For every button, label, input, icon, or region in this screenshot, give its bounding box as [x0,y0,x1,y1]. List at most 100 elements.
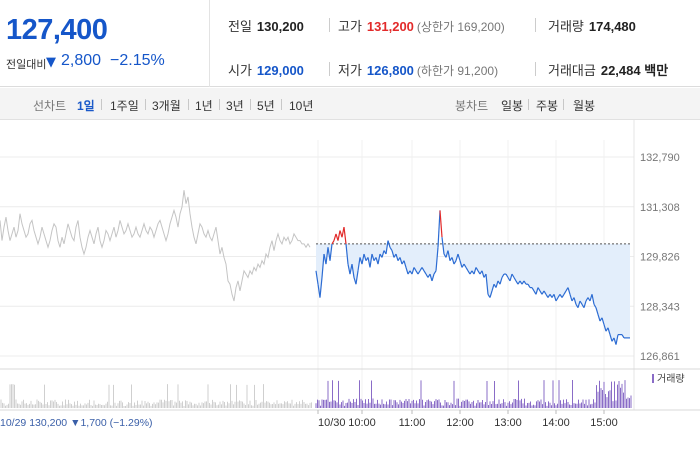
x-tick-label: 10:00 [348,417,376,429]
price-line-segment [315,270,319,285]
price-chart[interactable]: 132,790 131,308 129,826 128,343 126,861 거래량 10… [0,120,700,450]
price-line-segment [563,290,567,295]
price-line-segment [453,260,457,265]
y-tick-label: 128,343 [640,301,680,313]
change-value: 2,800 [61,52,102,69]
current-price: 127,400 [6,14,108,46]
price-line-segment [513,277,517,282]
price-line-segment [377,253,381,265]
price-line-segment [417,270,421,275]
price-line-segment [465,267,469,272]
y-tick-label: 131,308 [640,202,680,214]
volume-legend-label: 거래량 [657,373,685,385]
candle-chart-label: 봉차트 [455,99,489,113]
price-line-segment [475,267,479,272]
prev-day-line [0,190,311,302]
divider [535,62,536,76]
price-line-segment [573,297,577,305]
price-line-segment [481,270,485,278]
price-line-segment [343,227,347,244]
stat-label: 저가 [338,63,362,78]
stat-unit: 백만 [644,63,669,78]
divider [219,99,220,110]
price-line-segment [355,270,359,285]
price-line-segment [321,253,325,278]
stat-trade-amount: 거래대금 22,484 백만 [548,60,668,79]
price-line-segment [319,277,323,298]
price-line-segment [431,273,435,282]
stat-volume: 거래량 174,480 [548,16,636,35]
divider [329,18,330,32]
y-tick-label: 129,826 [640,252,680,264]
price-line-segment [531,287,535,292]
price-box: 127,400 전일대비 ▼ 2,800 −2.15% [0,0,210,87]
price-line-segment [331,240,335,245]
price-line-segment [351,264,355,278]
price-line-segment [439,210,443,238]
divider [528,99,529,110]
price-line-segment [463,263,467,268]
price-line-segment [603,324,607,332]
price-line-segment [569,294,573,302]
price-line-segment [357,257,361,271]
divider [563,99,564,110]
price-line-segment [391,250,395,258]
price-line-segment [511,273,515,278]
change-percent: −2.15% [110,52,165,69]
divider [101,99,102,110]
price-line-segment [527,283,531,288]
price-line-segment [381,250,385,258]
price-line-segment [495,280,499,288]
period-1w[interactable]: 1주일 [110,99,139,113]
x-tick-label: 13:00 [494,417,522,429]
price-line-segment [597,314,601,322]
divider [250,99,251,110]
x-tick-label: 12:00 [446,417,474,429]
stat-value: 126,800 [366,63,414,78]
candle-monthly[interactable]: 월봉 [573,99,596,113]
candle-daily[interactable]: 일봉 [501,99,524,113]
price-line-segment [491,284,495,292]
price-line-segment [423,270,427,275]
price-line-segment [579,300,583,305]
price-line-segment [561,293,565,298]
period-10y[interactable]: 10년 [289,99,314,113]
below-close-fill [316,243,630,345]
price-line-segment [411,267,415,275]
price-line-segment [485,274,489,295]
period-3m[interactable]: 3개월 [152,99,181,113]
price-line-segment [345,243,349,265]
divider [188,99,189,110]
stock-summary: 127,400 전일대비 ▼ 2,800 −2.15% 전일 130,200 고가… [0,0,700,87]
price-line-segment [455,253,459,261]
price-line-segment [505,273,509,278]
stat-prev-close: 전일 130,200 [228,16,304,35]
price-line-segment [577,300,581,308]
stat-sub: (하한가 91,200) [416,64,499,78]
period-1d[interactable]: 1일 [77,99,95,113]
price-line-segment [523,280,527,285]
price-line-segment [363,253,367,261]
price-line-segment [403,260,407,268]
period-3y[interactable]: 3년 [226,99,244,113]
period-5y[interactable]: 5년 [257,99,275,113]
price-line-segment [437,210,441,248]
candle-weekly[interactable]: 주봉 [536,99,559,113]
price-line-segment [543,290,547,295]
stat-label: 거래량 [548,19,584,34]
price-line-segment [553,294,557,302]
price-line-segment [591,294,595,305]
price-line-segment [583,300,587,308]
period-1y[interactable]: 1년 [195,99,213,113]
stat-label: 전일 [228,19,252,34]
price-line-segment [621,334,625,339]
price-line-segment [369,253,373,268]
price-line-segment [499,277,503,285]
divider [281,99,282,110]
stat-label: 고가 [338,19,362,34]
price-line-segment [433,270,437,275]
down-arrow-icon: ▼ [46,55,56,70]
price-line-segment [451,257,455,265]
stat-value: 174,480 [588,19,636,34]
x-tick-label: 10/30 [318,417,346,429]
